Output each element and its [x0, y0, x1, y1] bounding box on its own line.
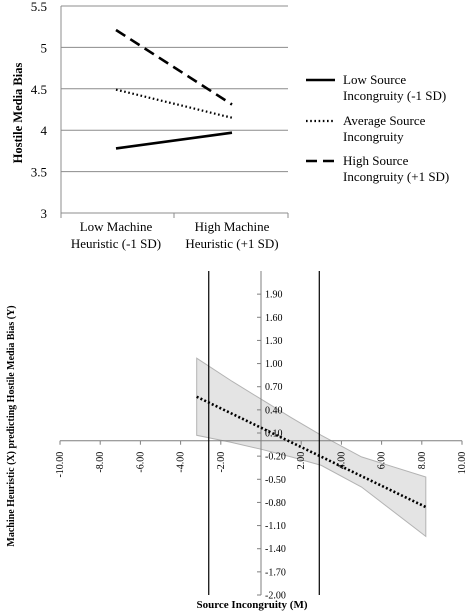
c2-y-axis-label: Machine Heuristic (X) predicting Hostile… [6, 305, 17, 546]
c2-axes [59, 271, 463, 596]
c2-x-tick-label: -4.00 [176, 452, 187, 473]
c2-x-tick-label: -8.00 [95, 452, 106, 473]
c1-y-tick-label: 3.5 [31, 165, 47, 180]
c2-y-tick-label: -1.40 [265, 544, 286, 555]
c1-x-tick-labels: Low Machine Heuristic (-1 SD) High Machine… [71, 219, 279, 251]
c1-legend-label: Incongruity (+1 SD) [343, 169, 449, 184]
c2-effect-lines [196, 271, 427, 595]
c2-y-tick-label: -0.20 [265, 452, 286, 463]
c2-conditional-effect-line [196, 395, 427, 509]
c1-y-tick-label: 3 [41, 206, 48, 221]
c2-y-tick-label: 1.30 [265, 336, 283, 347]
c1-legend-label: Incongruity [343, 129, 404, 144]
c1-series-line [115, 88, 233, 119]
c1-x-tick-label: High Machine [195, 219, 270, 234]
c1-legend-label: High Source [343, 153, 409, 168]
c1-y-tick-label: 4.5 [31, 82, 47, 97]
c1-legend-label: Incongruity (-1 SD) [343, 88, 446, 103]
c1-x-tick-label: Heuristic (-1 SD) [71, 236, 161, 251]
c2-y-tick-label: -1.10 [265, 521, 286, 532]
c2-x-tick-labels: -10.00 -8.00 -6.00 -4.00 -2.00 2.00 4.00 6.00 8.… [55, 452, 468, 478]
interaction-line-chart: 3 3.5 4 4.5 5 5.5 Low Machine Heuristic (-1 SD… [11, 0, 449, 251]
c1-series-lines [115, 28, 233, 150]
c1-legend-label: Low Source [343, 72, 406, 87]
c1-y-tick-label: 5.5 [31, 0, 47, 14]
c1-y-tick-labels: 3 3.5 4 4.5 5 5.5 [31, 0, 48, 221]
c1-y-tick-label: 4 [41, 123, 48, 138]
c1-gridlines [61, 5, 288, 214]
c2-x-tick-label: -2.00 [216, 452, 227, 473]
c2-confidence-band [196, 357, 427, 538]
conditional-effect-chart: -10.00 -8.00 -6.00 -4.00 -2.00 2.00 4.00 6.00 8.… [6, 271, 468, 611]
c2-y-tick-label: 0.40 [265, 405, 283, 416]
c2-y-tick-label: 1.60 [265, 313, 283, 324]
c2-y-tick-label: 1.90 [265, 290, 283, 301]
c2-confidence-band-area [196, 357, 427, 538]
c1-y-tick-label: 5 [41, 40, 48, 55]
c1-x-tick-label: Heuristic (+1 SD) [185, 236, 278, 251]
c2-y-tick-label: 1.00 [265, 359, 283, 370]
c1-series-line [115, 28, 233, 106]
c2-x-tick-label: 2.00 [296, 452, 307, 470]
c1-legend-label: Average Source [343, 113, 426, 128]
c2-x-tick-label: -6.00 [135, 452, 146, 473]
c1-x-tick-label: Low Machine [80, 219, 153, 234]
c2-x-axis-label: Source Incongruity (M) [196, 599, 307, 611]
c2-y-tick-label: -2.00 [265, 591, 286, 602]
c2-y-tick-label: -0.80 [265, 498, 286, 509]
c2-x-tick-label: 10.00 [457, 452, 468, 475]
c1-y-axis-label: Hostile Media Bias [11, 63, 25, 164]
c2-x-tick-label: 8.00 [417, 452, 428, 470]
c1-series-line [115, 131, 233, 150]
c1-axes [60, 6, 289, 218]
c2-y-tick-label: -1.70 [265, 567, 286, 578]
c2-x-tick-label: 4.00 [336, 452, 347, 470]
c2-x-tick-label: -10.00 [55, 452, 66, 478]
c2-y-tick-label: 0.70 [265, 382, 283, 393]
c2-x-tick-label: 6.00 [377, 452, 388, 470]
c2-y-tick-label: -0.50 [265, 475, 286, 486]
